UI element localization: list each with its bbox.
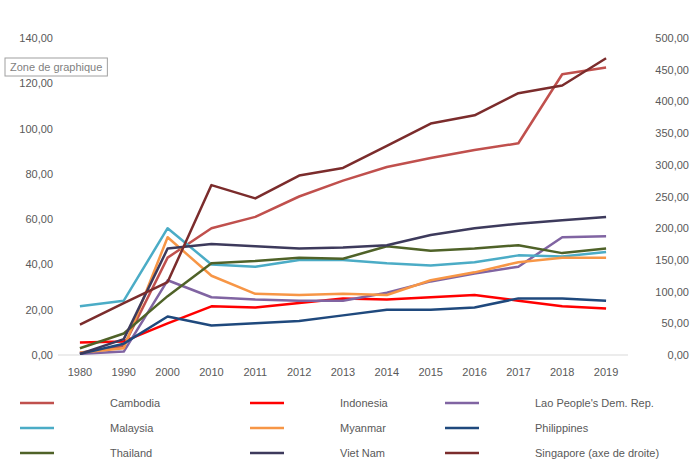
x-tick-label: 2000 <box>155 366 179 378</box>
y-tick <box>55 264 58 265</box>
x-tick-label: 2014 <box>375 366 399 378</box>
legend-swatch <box>445 452 479 455</box>
series-line <box>80 298 606 353</box>
y2-tick <box>628 38 631 39</box>
y-tick-label: 140,00 <box>19 32 53 44</box>
y2-tick-label: 350,00 <box>655 127 689 139</box>
y2-tick-label: 250,00 <box>655 191 689 203</box>
y-tick <box>55 128 58 129</box>
legend-swatch <box>20 427 54 430</box>
x-tick-label: 2019 <box>594 366 618 378</box>
plot-area <box>80 58 606 354</box>
x-tick-label: 2018 <box>550 366 574 378</box>
legend-swatch <box>20 402 54 405</box>
y2-tick-label: 450,00 <box>655 64 689 76</box>
y-tick-label: 20,00 <box>25 304 53 316</box>
x-tick-label: 2016 <box>462 366 486 378</box>
legend-swatch <box>250 402 284 405</box>
x-axis <box>58 355 628 356</box>
x-tick-label: 2015 <box>418 366 442 378</box>
y2-tick-label: 300,00 <box>655 159 689 171</box>
annotation-text: Zone de graphique <box>10 61 102 73</box>
y2-tick <box>628 323 631 324</box>
y2-tick <box>628 259 631 260</box>
legend-swatch <box>250 427 284 430</box>
y-tick-label: 0,00 <box>32 349 53 361</box>
chart: 0,00 20,00 40,00 60,00 80,00 100,00 120,00 140,… <box>0 0 700 471</box>
y2-tick <box>628 228 631 229</box>
y-tick <box>55 83 58 84</box>
series-line <box>80 67 606 352</box>
series-line <box>80 245 606 348</box>
y2-tick <box>628 164 631 165</box>
legend-label: Viet Nam <box>340 447 385 459</box>
series-line <box>80 58 606 324</box>
y-tick-label: 40,00 <box>25 258 53 270</box>
x-tick-label: 1980 <box>68 366 92 378</box>
annotation-box <box>5 58 107 76</box>
legend-label: Myanmar <box>340 422 386 434</box>
y-tick <box>55 173 58 174</box>
series-line <box>80 237 606 352</box>
y2-tick-label: 100,00 <box>655 286 689 298</box>
legend-label: Cambodia <box>110 397 161 409</box>
y2-tick <box>628 355 631 356</box>
background <box>0 0 700 471</box>
y2-tick <box>628 196 631 197</box>
y2-tick <box>628 69 631 70</box>
y-tick-label: 80,00 <box>25 168 53 180</box>
legend-label: Lao People's Dem. Rep. <box>535 397 654 409</box>
y-tick <box>55 219 58 220</box>
legend-swatch <box>445 427 479 430</box>
x-tick-label: 2011 <box>243 366 267 378</box>
x-tick-label: 1990 <box>112 366 136 378</box>
y2-tick-label: 0,00 <box>668 349 689 361</box>
y2-tick <box>628 133 631 134</box>
x-tick-label: 2013 <box>331 366 355 378</box>
y-tick <box>55 38 58 39</box>
y-tick-label: 120,00 <box>19 77 53 89</box>
y2-tick-label: 500,00 <box>655 32 689 44</box>
y-tick-label: 60,00 <box>25 213 53 225</box>
x-tick-label: 2017 <box>506 366 530 378</box>
y2-tick-label: 150,00 <box>655 254 689 266</box>
y-tick <box>55 309 58 310</box>
y-tick <box>55 355 58 356</box>
legend-label: Thailand <box>110 447 152 459</box>
legend-label: Philippines <box>535 422 589 434</box>
y2-tick <box>628 291 631 292</box>
legend-swatch <box>250 452 284 455</box>
legend-label: Indonesia <box>340 397 389 409</box>
legend-swatch <box>445 402 479 405</box>
series-line <box>80 236 606 354</box>
y2-tick-label: 50,00 <box>661 317 689 329</box>
annotation: Zone de graphique <box>5 58 107 76</box>
legend-label: Singapore (axe de droite) <box>535 447 659 459</box>
y2-tick-label: 400,00 <box>655 95 689 107</box>
y-tick-label: 100,00 <box>19 123 53 135</box>
y2-tick-label: 200,00 <box>655 222 689 234</box>
legend-swatch <box>20 452 54 455</box>
x-tick-label: 2010 <box>199 366 223 378</box>
y2-tick <box>628 101 631 102</box>
x-tick-label: 2012 <box>287 366 311 378</box>
legend-label: Malaysia <box>110 422 154 434</box>
